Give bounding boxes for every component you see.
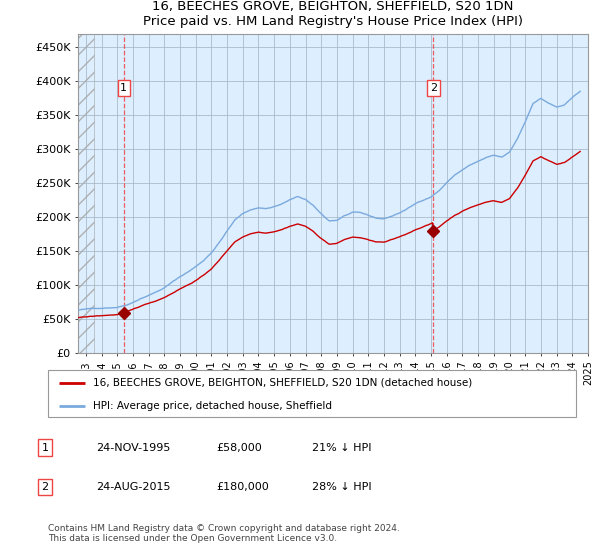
Text: HPI: Average price, detached house, Sheffield: HPI: Average price, detached house, Shef…: [93, 402, 332, 411]
Text: Contains HM Land Registry data © Crown copyright and database right 2024.
This d: Contains HM Land Registry data © Crown c…: [48, 524, 400, 543]
FancyBboxPatch shape: [48, 370, 576, 417]
Text: 21% ↓ HPI: 21% ↓ HPI: [312, 442, 371, 452]
Text: £180,000: £180,000: [216, 482, 269, 492]
Text: 2: 2: [430, 83, 437, 93]
Text: 24-AUG-2015: 24-AUG-2015: [96, 482, 170, 492]
Bar: [78, 34, 94, 353]
Text: 1: 1: [121, 83, 127, 93]
Text: 24-NOV-1995: 24-NOV-1995: [96, 442, 170, 452]
Text: 1: 1: [41, 442, 49, 452]
Title: 16, BEECHES GROVE, BEIGHTON, SHEFFIELD, S20 1DN
Price paid vs. HM Land Registry': 16, BEECHES GROVE, BEIGHTON, SHEFFIELD, …: [143, 0, 523, 28]
Text: 16, BEECHES GROVE, BEIGHTON, SHEFFIELD, S20 1DN (detached house): 16, BEECHES GROVE, BEIGHTON, SHEFFIELD, …: [93, 378, 472, 388]
Text: 2: 2: [41, 482, 49, 492]
Text: 28% ↓ HPI: 28% ↓ HPI: [312, 482, 371, 492]
Text: £58,000: £58,000: [216, 442, 262, 452]
